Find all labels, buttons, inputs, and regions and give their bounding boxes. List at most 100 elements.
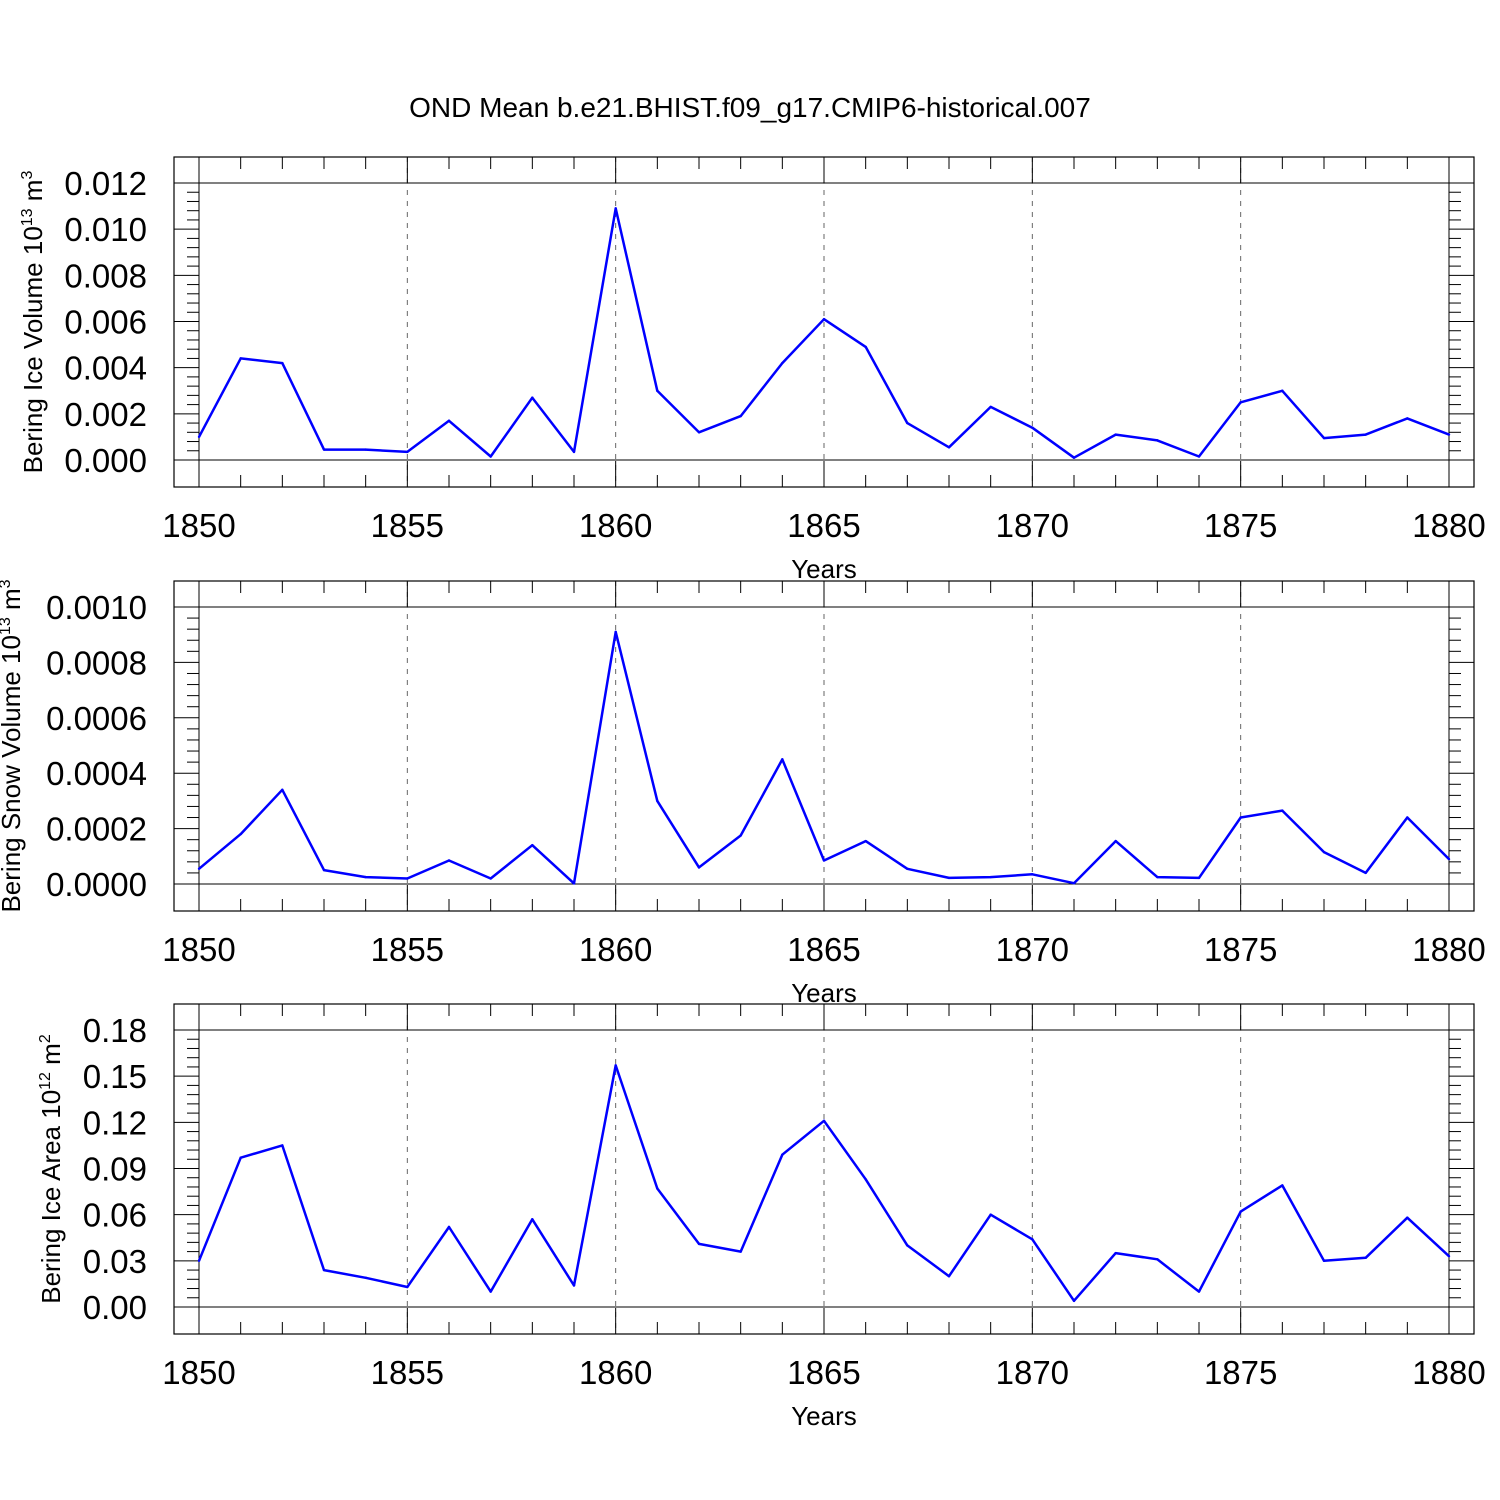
data-point — [1322, 1259, 1326, 1263]
data-point — [781, 758, 784, 761]
data-point — [1239, 816, 1242, 819]
data-point — [322, 1268, 326, 1272]
x-tick-label: 1880 — [1412, 931, 1485, 968]
x-tick-label: 1850 — [162, 931, 235, 968]
data-point — [1114, 839, 1117, 843]
y-tick-label: 0.002 — [64, 396, 147, 433]
data-point — [1114, 1251, 1117, 1255]
data-point — [447, 859, 451, 862]
data-point — [656, 389, 659, 392]
data-point — [239, 357, 242, 360]
data-point — [1281, 809, 1284, 812]
data-point — [822, 1119, 826, 1122]
data-point — [947, 1275, 951, 1278]
x-tick-label: 1860 — [579, 507, 652, 544]
data-point — [572, 882, 576, 885]
data-point — [1364, 433, 1367, 436]
data-point — [1239, 1210, 1242, 1213]
data-point — [1031, 426, 1034, 429]
x-tick-label: 1860 — [579, 1354, 652, 1391]
data-point — [1447, 1255, 1451, 1258]
data-point — [1031, 873, 1034, 876]
data-point — [1406, 816, 1409, 819]
x-tick-label: 1850 — [162, 507, 235, 544]
data-point — [989, 405, 992, 409]
panel-ice-area: 0.00 0.03 0.06 0.09 0.12 0.15 0.18 1850 1855 1860… — [36, 1003, 1486, 1431]
y-tick-label: 0.00 — [83, 1289, 147, 1326]
panels: 0.000 0.002 0.004 0.006 0.008 0.010 0.012 1850 1… — [0, 156, 1486, 1431]
data-point — [906, 867, 909, 870]
data-point — [822, 317, 826, 321]
y-tick-label: 0.12 — [83, 1104, 147, 1141]
data-point — [281, 361, 284, 365]
data-point — [822, 859, 826, 862]
data-point — [572, 450, 576, 454]
data-point — [406, 1285, 409, 1289]
data-point — [739, 834, 742, 837]
data-point — [781, 1153, 784, 1156]
data-point — [406, 877, 409, 880]
data-point — [1364, 1256, 1367, 1259]
data-point — [947, 876, 951, 880]
y-tick-label: 0.0006 — [46, 700, 147, 737]
x-tick-label: 1875 — [1204, 507, 1277, 544]
data-point — [1031, 1238, 1034, 1241]
y-axis-title: Bering Ice Volume 1013 m3 — [18, 171, 48, 474]
y-tick-label: 0.0008 — [46, 644, 147, 681]
data-point — [531, 396, 534, 399]
data-point — [197, 435, 201, 439]
data-point — [1447, 433, 1451, 436]
data-point — [906, 1244, 909, 1247]
data-point — [947, 446, 951, 449]
data-point — [447, 1225, 451, 1229]
y-tick-label: 0.0000 — [46, 866, 147, 903]
data-point — [864, 839, 867, 843]
data-point — [739, 1250, 742, 1253]
data-point — [656, 1187, 659, 1190]
x-tick-label: 1855 — [371, 1354, 444, 1391]
data-point — [864, 345, 867, 349]
y-tick-label: 0.18 — [83, 1012, 147, 1049]
x-axis-title: Years — [791, 554, 857, 584]
data-point — [1239, 401, 1242, 404]
data-point — [1072, 456, 1076, 459]
y-tick-label: 0.008 — [64, 257, 147, 294]
data-point — [1156, 439, 1159, 442]
data-point — [614, 207, 617, 210]
data-point — [864, 1178, 867, 1181]
data-point — [1156, 1258, 1159, 1261]
data-point — [989, 875, 992, 879]
x-tick-label: 1870 — [996, 1354, 1069, 1391]
data-point — [322, 448, 326, 451]
data-point — [1322, 436, 1326, 440]
panel-snow-volume: 0.0000 0.0002 0.0004 0.0006 0.0008 0.0010 1850… — [0, 579, 1486, 1008]
data-point — [364, 448, 367, 451]
data-point — [1406, 1216, 1409, 1219]
data-point — [656, 799, 659, 803]
y-tick-label: 0.000 — [64, 442, 147, 479]
y-tick-label: 0.15 — [83, 1058, 147, 1095]
data-point — [1281, 1184, 1284, 1187]
x-tick-label: 1865 — [787, 931, 860, 968]
data-point — [781, 361, 784, 365]
x-tick-label: 1865 — [787, 507, 860, 544]
data-point — [364, 875, 367, 879]
x-tick-label: 1875 — [1204, 931, 1277, 968]
data-point — [572, 1284, 576, 1287]
y-axis-title: Bering Snow Volume 1013 m3 — [0, 579, 26, 912]
data-point — [697, 866, 701, 869]
data-point — [614, 1064, 617, 1067]
data-point — [364, 1276, 367, 1279]
x-axis-title: Years — [791, 1401, 857, 1431]
data-point — [614, 630, 617, 634]
data-point — [1072, 1299, 1076, 1303]
data-point — [281, 788, 284, 792]
data-point — [1197, 455, 1201, 458]
data-point — [697, 1242, 701, 1246]
data-point — [1322, 850, 1326, 854]
data-point — [531, 844, 534, 847]
x-tick-label: 1870 — [996, 507, 1069, 544]
data-point — [1197, 1290, 1201, 1293]
x-tick-label: 1870 — [996, 931, 1069, 968]
y-tick-label: 0.012 — [64, 165, 147, 202]
